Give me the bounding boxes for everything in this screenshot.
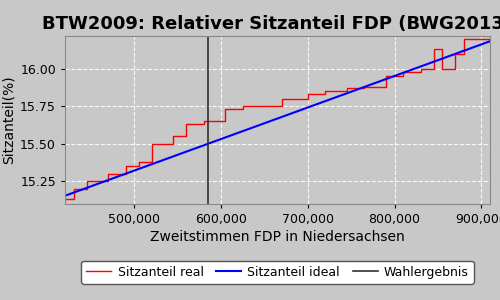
Sitzanteil real	[279, 105, 285, 108]
Sitzanteil real	[400, 75, 406, 78]
Sitzanteil real	[418, 70, 424, 74]
Sitzanteil real	[136, 165, 141, 168]
Sitzanteil real	[440, 48, 446, 51]
Sitzanteil real	[430, 48, 436, 51]
Sitzanteil real	[344, 87, 350, 90]
Sitzanteil real	[440, 67, 446, 71]
Sitzanteil real	[461, 52, 467, 56]
X-axis label: Zweitstimmen FDP in Niedersachsen: Zweitstimmen FDP in Niedersachsen	[150, 230, 405, 244]
Sitzanteil real	[383, 85, 389, 89]
Sitzanteil real	[322, 90, 328, 93]
Sitzanteil real	[418, 67, 424, 71]
Sitzanteil real	[62, 198, 68, 201]
Sitzanteil real	[461, 37, 467, 41]
Sitzanteil real	[148, 160, 154, 164]
Sitzanteil real	[452, 52, 458, 56]
Sitzanteil real	[122, 172, 128, 176]
Sitzanteil real	[136, 160, 141, 164]
Sitzanteil real	[279, 97, 285, 101]
Sitzanteil real	[70, 187, 76, 191]
Sitzanteil real	[170, 142, 176, 146]
Sitzanteil real	[262, 105, 268, 108]
Sitzanteil real	[383, 75, 389, 78]
Sitzanteil real	[106, 180, 112, 183]
Sitzanteil real	[452, 67, 458, 71]
Sitzanteil real	[305, 93, 311, 96]
Sitzanteil real	[148, 142, 154, 146]
Sitzanteil real	[122, 165, 128, 168]
Sitzanteil real	[361, 87, 367, 90]
Sitzanteil real	[184, 123, 190, 126]
Sitzanteil real	[70, 198, 76, 201]
Sitzanteil real	[84, 180, 89, 183]
Sitzanteil real	[106, 172, 112, 176]
Sitzanteil real	[400, 70, 406, 74]
Sitzanteil real	[170, 135, 176, 138]
Sitzanteil real	[344, 90, 350, 93]
Sitzanteil real	[240, 108, 246, 111]
Title: BTW2009: Relativer Sitzanteil FDP (BWG2013): BTW2009: Relativer Sitzanteil FDP (BWG20…	[42, 15, 500, 33]
Sitzanteil real	[184, 135, 190, 138]
Sitzanteil real	[487, 37, 493, 41]
Legend: Sitzanteil real, Sitzanteil ideal, Wahlergebnis: Sitzanteil real, Sitzanteil ideal, Wahle…	[82, 261, 473, 284]
Y-axis label: Sitzanteil(%): Sitzanteil(%)	[2, 76, 16, 164]
Sitzanteil real	[305, 97, 311, 101]
Sitzanteil real	[84, 187, 89, 191]
Sitzanteil real	[222, 108, 228, 111]
Sitzanteil real	[430, 67, 436, 71]
Sitzanteil real	[222, 120, 228, 123]
Sitzanteil real	[240, 105, 246, 108]
Line: Sitzanteil real: Sitzanteil real	[65, 39, 490, 200]
Sitzanteil real	[322, 93, 328, 96]
Sitzanteil real	[361, 85, 367, 89]
Sitzanteil real	[201, 123, 207, 126]
Sitzanteil real	[201, 120, 207, 123]
